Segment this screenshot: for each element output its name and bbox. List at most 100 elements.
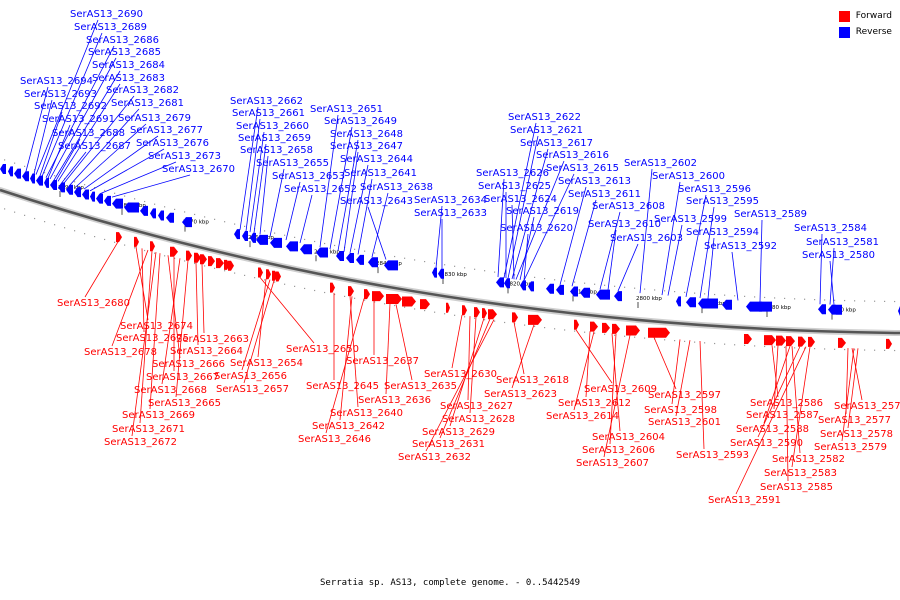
reverse-gene-feature: [528, 281, 534, 292]
forward-leader-line: [469, 316, 477, 414]
track-dot-inner: [384, 303, 386, 305]
forward-leader-line: [791, 346, 811, 468]
track-dot-inner: [54, 224, 56, 226]
reverse-leader-line: [371, 192, 389, 258]
forward-gene-feature: [330, 282, 335, 293]
track-dot-inner: [724, 343, 726, 345]
reverse-gene-feature: [300, 244, 312, 255]
legend-forward: Forward: [838, 8, 892, 24]
genome-backbone: [0, 187, 900, 336]
forward-gene-feature: [266, 269, 271, 280]
forward-swatch: [838, 10, 850, 22]
forward-leader-line: [439, 318, 491, 439]
forward-gene-feature: [208, 256, 215, 267]
reverse-gene-label: SerAS13_2691: [42, 114, 115, 125]
forward-leader-line: [135, 246, 149, 321]
reverse-gene-label: SerAS13_2694: [20, 76, 93, 87]
track-dot-inner: [504, 321, 506, 324]
forward-leader-line: [241, 279, 271, 371]
track-dot-inner: [784, 346, 786, 349]
reverse-leader-line: [39, 111, 63, 176]
reverse-gene-feature: [432, 267, 437, 278]
track-dot-inner: [854, 349, 856, 351]
track-dot-inner: [34, 217, 36, 220]
track-dot-inner: [474, 317, 476, 319]
reverse-leader-line: [83, 135, 159, 190]
track-dot-outer: [234, 223, 236, 225]
track-dot-inner: [184, 260, 186, 262]
track-dot-inner: [224, 270, 226, 272]
reverse-gene-label: SerAS13_2584: [794, 223, 867, 234]
track-dot-outer: [94, 187, 96, 189]
forward-leader-line: [735, 346, 807, 495]
track-dot-inner: [314, 289, 316, 292]
reverse-leader-line: [819, 233, 823, 305]
reverse-gene-feature: [438, 268, 444, 279]
track-dot-inner: [164, 255, 166, 257]
track-dot-inner: [454, 314, 456, 316]
reverse-gene-label: SerAS13_2651: [310, 104, 383, 115]
forward-gene-label: SerAS13_2657: [216, 384, 289, 395]
track-dot-outer: [624, 286, 626, 288]
track-dot-inner: [364, 299, 366, 301]
track-dot-inner: [874, 349, 876, 351]
forward-gene-label: SerAS13_2582: [772, 454, 845, 465]
reverse-gene-feature: [368, 257, 378, 268]
reverse-gene-label: SerAS13_2684: [92, 60, 165, 71]
forward-leader-line: [131, 252, 157, 437]
reverse-gene-label: SerAS13_2673: [148, 151, 221, 162]
reverse-gene-label: SerAS13_2603: [610, 233, 683, 244]
track-dot-outer: [694, 292, 696, 294]
reverse-gene-feature: [182, 217, 192, 228]
track-dot-inner: [124, 244, 126, 246]
reverse-gene-label: SerAS13_2617: [520, 138, 593, 149]
track-dot-outer: [54, 175, 56, 177]
track-dot-outer: [104, 189, 106, 192]
reverse-gene-label: SerAS13_2677: [130, 125, 203, 136]
reverse-gene-feature: [832, 304, 842, 315]
track-dot-outer: [354, 248, 356, 250]
track-dot-inner: [434, 311, 436, 313]
reverse-gene-label: SerAS13_2596: [678, 184, 751, 195]
forward-gene-feature: [402, 296, 416, 307]
reverse-gene-label: SerAS13_2690: [70, 9, 143, 20]
track-dot-outer: [394, 255, 396, 258]
track-dot-outer: [784, 297, 786, 300]
track-dot-inner: [634, 336, 636, 338]
forward-gene-feature: [462, 305, 467, 316]
reverse-gene-label: SerAS13_2685: [88, 47, 161, 58]
track-dot-inner: [324, 291, 326, 294]
forward-leader-line: [243, 280, 275, 384]
forward-gene-label: SerAS13_2645: [306, 381, 379, 392]
forward-leader-line: [325, 298, 365, 434]
label-leaders: [25, 19, 863, 495]
track-dot-inner: [524, 324, 526, 326]
forward-gene-label: SerAS13_2680: [57, 298, 130, 309]
track-dot-outer: [224, 221, 226, 223]
forward-gene-feature: [482, 308, 487, 319]
reverse-gene-label: SerAS13_2633: [414, 208, 487, 219]
forward-leader-line: [585, 331, 591, 398]
reverse-gene-feature: [676, 296, 681, 307]
track-dot-outer: [854, 300, 856, 302]
forward-leader-line: [573, 331, 595, 411]
reverse-leader-line: [41, 32, 103, 177]
gene-features: [0, 163, 900, 349]
reverse-leader-line: [599, 211, 621, 290]
reverse-leader-line: [357, 178, 373, 255]
reverse-leader-line: [319, 114, 339, 248]
reverse-leader-line: [685, 194, 707, 298]
track-dot-outer: [644, 288, 646, 290]
reverse-gene-label: SerAS13_2589: [734, 209, 807, 220]
track-dot-inner: [154, 252, 156, 254]
track-dot-outer: [654, 289, 656, 291]
forward-gene-label: SerAS13_2675: [116, 333, 189, 344]
track-dot-outer: [714, 293, 716, 296]
forward-gene-label: SerAS13_2678: [84, 347, 157, 358]
reverse-leader-line: [435, 205, 443, 268]
track-dot-outer: [564, 280, 566, 282]
track-dot-outer: [314, 240, 316, 243]
reverse-leader-line: [639, 168, 653, 294]
reverse-leader-line: [253, 143, 267, 234]
forward-gene-feature: [744, 333, 752, 344]
